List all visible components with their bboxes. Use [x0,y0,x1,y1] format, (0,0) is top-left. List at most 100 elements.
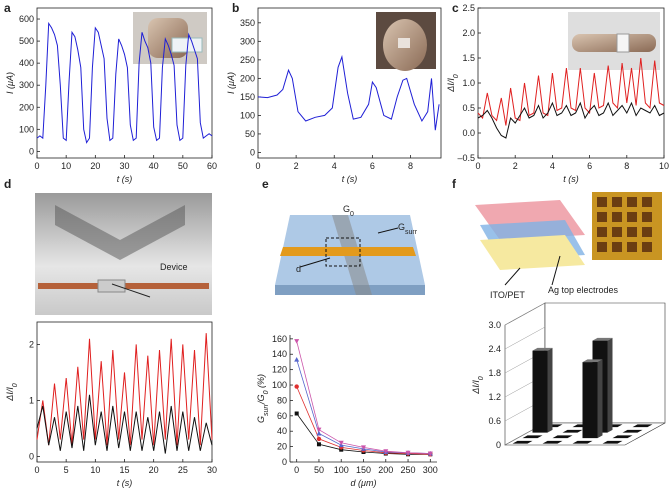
y-tick-label: 300 [240,36,255,46]
y-tick-label: 80 [277,395,287,405]
x-tick-label: 8 [408,161,413,171]
marker [427,451,433,457]
grid-line [504,326,546,350]
y-tick-label: 140 [272,349,287,359]
bar-top [582,359,603,363]
x-tick-label: 20 [149,465,159,475]
y-axis-label-part: 0 [12,383,19,387]
x-tick-label: 10 [61,161,71,171]
x-tick-label: 60 [207,161,217,171]
series-line [36,333,213,446]
series-line [36,21,213,144]
y-axis-label: Gsurr/G0 (%) [256,374,270,423]
bar-top [592,337,613,341]
annotation: Gsurr [398,222,418,236]
series-line [477,101,665,139]
x-tick-label: 20 [90,161,100,171]
marker [405,450,411,456]
series-line [477,57,665,126]
y-tick-label: 40 [277,426,287,436]
series-line [257,54,440,131]
photo-inset [376,12,436,71]
marker [294,411,299,416]
y-tick-label: 2.4 [488,344,501,354]
y-tick-label: 0.5 [462,103,475,113]
x-tick-label: 0 [475,161,480,171]
y-axis-label-part: /G [256,394,266,405]
x-tick-label: 25 [178,465,188,475]
y-tick-label: 0.6 [488,416,501,426]
y-tick-label: 20 [277,442,287,452]
x-tick-label: 0 [34,161,39,171]
y-tick-label: 300 [19,80,34,90]
y-tick-label: 500 [19,36,34,46]
x-tick-label: 150 [356,465,371,475]
x-tick-label: 0 [34,465,39,475]
annotation-part: d [296,264,301,274]
y-tick-label: 160 [272,334,287,344]
floor-tile [542,440,563,444]
marker [316,442,321,447]
y-axis-label-part: I (μA) [5,72,15,94]
y-tick-label: 0 [282,457,287,467]
marker [338,440,344,446]
y-tick-label: 2.0 [462,28,475,38]
floor-tile [552,435,573,439]
panel-letter: d [4,177,11,191]
panel-letter: f [452,177,457,191]
x-tick-label: 10 [90,465,100,475]
y-tick-label: 1.2 [488,392,501,402]
y-tick-label: 0 [250,147,255,157]
floor-tile [522,435,543,439]
x-tick-label: 50 [178,161,188,171]
x-tick-label: 40 [149,161,159,171]
bar-side [607,337,613,433]
marker [316,436,322,442]
y-axis-label-part: ΔI/I [446,78,456,93]
y-tick-label: 150 [240,92,255,102]
bar-top [532,347,553,351]
y-tick-label: 350 [240,18,255,28]
y-axis-label-part: I (μA) [226,72,236,94]
x-tick-label: 0 [255,161,260,171]
x-tick-label: 6 [370,161,375,171]
panel-letter: b [232,1,239,15]
y-tick-label: 100 [19,124,34,134]
x-axis-label: t (s) [342,174,358,184]
floor-tile [612,435,633,439]
y-tick-label: 0 [29,451,34,461]
x-tick-label: 30 [207,465,217,475]
y-axis-label-part: surr [263,403,270,416]
annotation-part: G [398,222,405,232]
floor-tile [512,440,533,444]
marker [361,445,366,450]
series-line [296,341,431,454]
floor-tile [602,440,623,444]
annotation: Device [160,262,188,272]
y-tick-label: 100 [240,110,255,120]
x-tick-label: 30 [119,161,129,171]
y-axis-label: ΔI/I0 [446,74,460,93]
marker [316,427,322,433]
x-axis-label: t (s) [563,174,579,184]
annotation-part: Ag top electrodes [548,285,619,295]
y-tick-label: 1.8 [488,368,501,378]
diagram-array [475,192,662,286]
x-tick-label: 8 [624,161,629,171]
y-axis-label: ΔI/I0 [471,376,485,395]
y-tick-label: 60 [277,411,287,421]
x-axis-label: d (μm) [351,478,377,488]
annotation: G0 [343,204,354,218]
y-axis-label: I (μA) [226,72,236,94]
y-tick-label: –0.5 [457,153,475,163]
bar [582,362,598,439]
y-tick-label: 0.0 [462,128,475,138]
panel-letter: e [262,177,269,191]
floor-tile [632,424,653,428]
y-tick-label: 2.5 [462,3,475,13]
marker [294,384,299,389]
y-axis-label: I (μA) [5,72,15,94]
y-tick-label: 200 [240,73,255,83]
annotation-part: surr [405,229,418,236]
x-tick-label: 100 [334,465,349,475]
